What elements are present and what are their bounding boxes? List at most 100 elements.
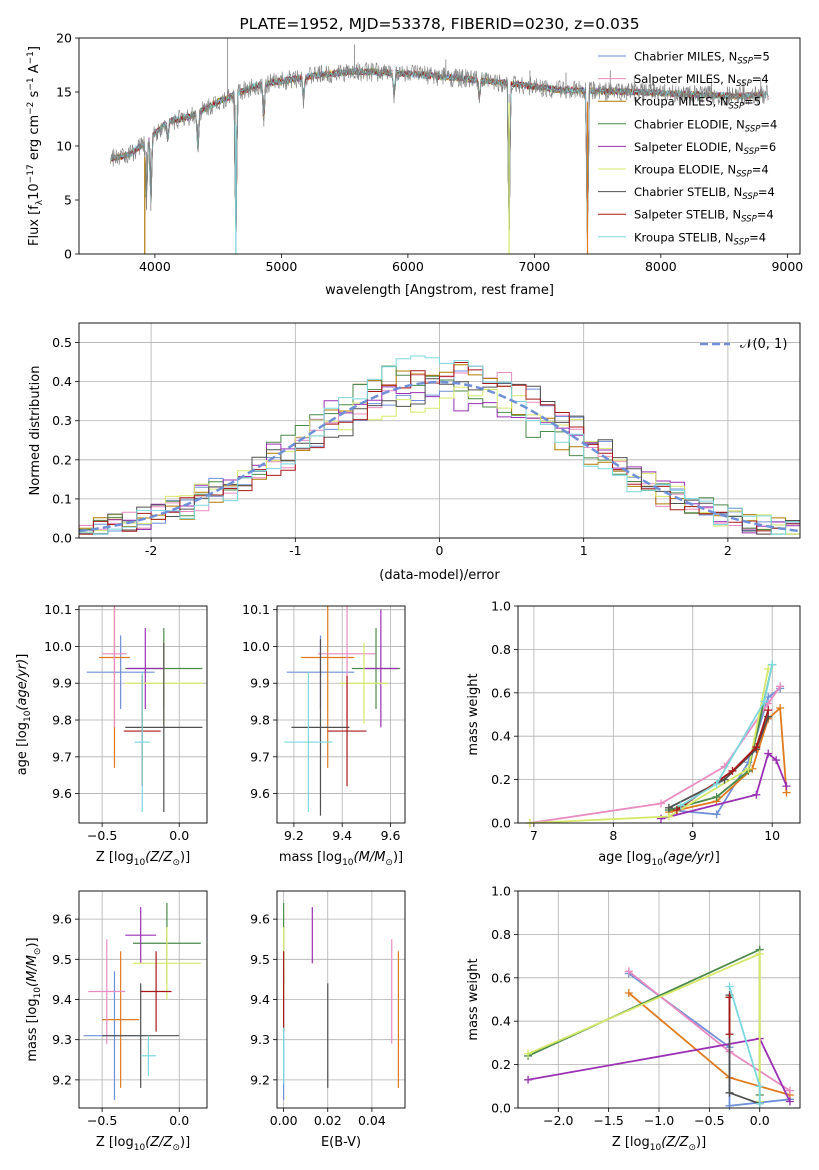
x-tick-label: -2 [145,543,157,558]
legend-count: =4 [752,72,769,86]
y-axis-label-rest: (M/M [25,955,40,987]
y-axis-label: Flux [fλ10−17 erg cm−2 s−1 A−1] [26,46,45,246]
y-tick-label: 10.0 [44,639,72,654]
weight-line-6 [728,995,761,1105]
normal-curve [79,380,800,533]
y-tick-label: 0.6 [491,970,511,985]
x-axis-label-main: Z [log [96,850,134,865]
spectrum-panel: PLATE=1952, MJD=53378, FIBERID=0230, z=0… [26,15,803,298]
y-axis-label-main: age [log [15,722,30,775]
x-tick-label: −0.5 [87,1113,117,1128]
weight-marker-7 [752,743,761,752]
x-axis-label-end: )] [180,1135,190,1150]
x-axis-label-sun: ⊙ [688,1143,696,1153]
x-tick-label: −1.5 [593,1113,623,1128]
x-tick-label: 5000 [265,259,297,274]
y-axis-label-main: mass [log [25,998,40,1061]
x-axis-label: E(B-V) [321,1135,361,1150]
x-axis-label-end: )] [696,1135,706,1150]
legend-count: =4 [752,163,769,177]
weight-marker-5 [664,812,673,821]
legend-name: Chabrier MILES, N [634,50,737,64]
weight-marker-1 [776,703,785,712]
legend-count: =6 [759,140,776,154]
y-tick-label: 0.0 [491,1101,511,1116]
y-tick-label: 9.6 [52,912,72,927]
axes-frame [517,890,801,1109]
x-axis-label-rest: (Z/Z [145,1135,173,1150]
histogram-series-8 [79,355,800,538]
x-axis-label-sub: 10 [651,858,663,868]
y-axis-label-part: erg cm [27,115,42,164]
age-vs-mass-panel: 9.2 9.4 9.6 9.6 9.7 9.8 9.9 10.0 10.1 mass [log10… [242,602,406,868]
y-tick-label: 0.5 [52,335,72,350]
y-tick-label: 9.2 [250,1072,270,1087]
axes-frame [78,322,801,539]
legend-name: Salpeter STELIB, N [634,208,741,222]
mass-vs-Z-panel: −0.5 0.09.29.39.49.59.6Z [log10(Z/Z⊙)]mas… [25,890,208,1153]
y-tick-label: 0.0 [52,531,72,546]
weight-marker-4 [772,756,781,765]
y-tick-label: 15 [56,85,72,100]
weight-marker-4 [752,790,761,799]
y-tick-label: 9.9 [52,676,72,691]
weight-line-8 [680,664,774,807]
age-vs-Z-panel: −0.5 0.09.69.79.89.910.010.1Z [log10(Z/Z⊙… [15,602,208,868]
y-tick-label: 10 [56,139,72,154]
x-tick-label: 0.00 [270,1113,298,1128]
x-tick-label: 9.6 [381,828,401,843]
weight-line-5 [529,668,770,823]
x-axis-label-main: mass [log [279,850,342,865]
weight-marker-7 [764,706,773,715]
legend-label: Salpeter MILES, NSSP=4 [634,72,769,89]
axes-frame [78,890,208,1109]
y-tick-label: 9.2 [52,1072,72,1087]
legend-sub: SSP [736,170,752,180]
y-axis-label-end: )] [25,937,40,947]
weight-line-8 [728,986,761,1104]
x-tick-label: 7000 [518,259,550,274]
axes-frame [517,605,801,824]
y-axis-label-part: ] [27,46,42,51]
x-axis-label-rest: (age/yr) [663,850,715,865]
axes-frame [276,890,406,1109]
y-tick-label: 9.3 [52,1032,72,1047]
legend-label: Chabrier ELODIE, NSSP=4 [634,117,777,134]
y-tick-label: 9.9 [250,676,270,691]
x-tick-label: 0.0 [169,828,189,843]
y-tick-label: 9.8 [52,713,72,728]
x-tick-label: 0.0 [169,1113,189,1128]
x-axis-label-sub: 10 [134,858,146,868]
weight-marker-2 [624,967,633,976]
x-tick-label: 0.02 [314,1113,342,1128]
y-axis-label-sub: 10 [33,987,43,999]
y-axis-label: mass [log10(M/M⊙)] [25,937,43,1061]
y-axis-label: age [log10(age/yr)] [15,654,33,776]
chart-title: PLATE=1952, MJD=53378, FIBERID=0230, z=0… [239,15,639,33]
legend-sub: SSP [737,57,753,67]
y-axis-label-part: −1 [26,77,36,90]
x-axis-label: age [log10(age/yr)] [598,850,720,868]
x-axis-label-sub: 10 [134,1143,146,1153]
y-axis-label-part: 10 [27,183,42,200]
weight-marker-8 [712,779,721,788]
legend-sub: SSP [741,215,757,225]
weight-marker-0 [725,1101,734,1110]
weight-marker-5 [744,764,753,773]
axes-frame [78,37,801,255]
weight-marker-1 [624,988,633,997]
x-tick-label: 7 [530,828,538,843]
weight-marker-4 [764,749,773,758]
weight-marker-7 [725,1030,734,1039]
y-tick-label: 0.2 [52,452,72,467]
x-tick-label: 6000 [392,259,424,274]
weight-marker-0 [712,810,721,819]
y-tick-label: 20 [56,31,72,46]
x-tick-label: −2.0 [543,1113,573,1128]
y-tick-label: 0.2 [491,1057,511,1072]
y-tick-label: 10.1 [242,602,270,617]
x-axis-label-rest: (Z/Z [145,850,173,865]
y-axis-label-part: A [27,64,42,77]
y-tick-label: 9.6 [52,786,72,801]
